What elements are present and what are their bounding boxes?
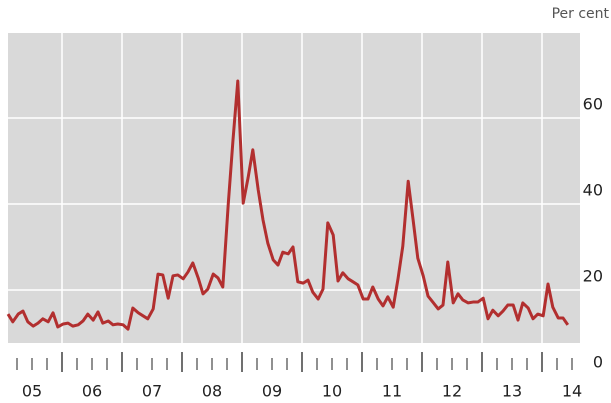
x-tick-label: 09	[262, 382, 282, 401]
x-tick-label: 14	[562, 382, 582, 401]
series-line	[6, 79, 570, 331]
x-tick-label: 11	[382, 382, 402, 401]
x-tick-label: 08	[202, 382, 222, 401]
x-tick-label: 12	[442, 382, 462, 401]
y-tick-label: 60	[583, 95, 603, 114]
y-tick-label: 0	[593, 353, 603, 372]
plot-background	[8, 33, 580, 343]
x-tick-label: 07	[142, 382, 162, 401]
y-axis-label: Per cent	[552, 6, 610, 22]
x-tick-label: 06	[82, 382, 102, 401]
x-tick-label: 05	[22, 382, 42, 401]
x-tick-label: 10	[322, 382, 342, 401]
y-tick-label: 20	[583, 267, 603, 286]
y-tick-label: 40	[583, 181, 603, 200]
x-tick-label: 13	[502, 382, 522, 401]
